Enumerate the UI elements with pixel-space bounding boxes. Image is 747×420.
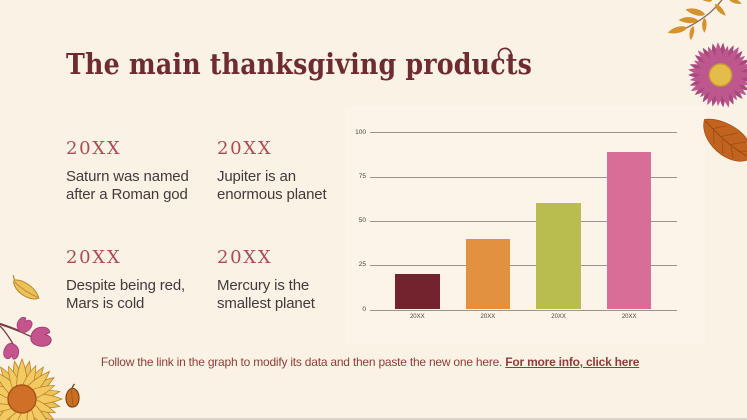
- feature-year-4: 20XX: [217, 247, 273, 269]
- footnote-link[interactable]: For more info, click here: [505, 355, 640, 369]
- feature-block-4: 20XX Mercury is the smallest planet: [217, 249, 369, 313]
- feature-block-3: 20XX Despite being red, Mars is cold: [66, 249, 218, 313]
- chart-bar: [536, 203, 581, 310]
- chart-gridline: [370, 176, 677, 178]
- feature-text-1: Saturn was named after a Roman god: [66, 167, 189, 203]
- bar-chart[interactable]: 0 25 50 75 100 20XX 20XX 20XX 20XX: [345, 106, 705, 344]
- chart-bar: [395, 274, 440, 310]
- feature-year-3: 20XX: [66, 247, 122, 269]
- chart-y-tick-label: 25: [358, 261, 366, 269]
- ochre-branch-icon: [666, 0, 743, 41]
- chart-x-tick-label: 20XX: [409, 313, 425, 320]
- chart-gridline: [370, 265, 677, 267]
- chart-x-tick-label: 20XX: [551, 313, 566, 320]
- orange-autumn-leaf-icon: [703, 118, 747, 162]
- feature-text-2: Jupiter is an enormous planet: [217, 167, 327, 203]
- chart-y-tick-label: 0: [362, 305, 366, 313]
- yellow-leaf-icon: [12, 275, 40, 300]
- footnote: Follow the link in the graph to modify i…: [0, 355, 747, 369]
- chart-y-tick-label: 50: [358, 217, 366, 225]
- slide-bottom-edge: [0, 418, 747, 420]
- chart-gridline: [370, 132, 677, 134]
- chart-y-tick-label: 100: [355, 128, 366, 136]
- feature-text-4: Mercury is the smallest planet: [217, 277, 315, 313]
- chart-x-tick-label: 20XX: [480, 313, 496, 320]
- small-orange-leaf-icon: [65, 383, 80, 408]
- feature-block-1: 20XX Saturn was named after a Roman god: [66, 137, 218, 204]
- footnote-text: Follow the link in the graph to modify i…: [100, 355, 506, 369]
- chart-x-tick-label: 20XX: [621, 313, 637, 320]
- feature-year-2: 20XX: [217, 137, 273, 159]
- chart-bar: [465, 238, 511, 310]
- chart-y-tick-label: 75: [358, 172, 366, 180]
- feature-year-1: 20XX: [66, 137, 122, 159]
- pink-aster-flower-icon: [687, 41, 747, 109]
- chart-gridline: [370, 221, 677, 222]
- pink-leaves-branch-icon: [0, 316, 55, 360]
- slide-title: The main thanksgiving products: [66, 47, 533, 81]
- feature-block-2: 20XX Jupiter is an enormous planet: [217, 137, 369, 204]
- chart-bar: [606, 151, 652, 310]
- chart-gridline: [370, 309, 677, 311]
- feature-text-3: Despite being red, Mars is cold: [66, 277, 186, 313]
